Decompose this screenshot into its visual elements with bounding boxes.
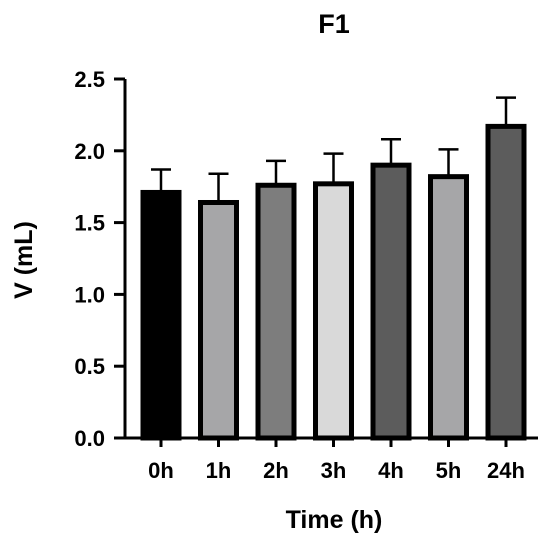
- y-axis-label: V (mL): [10, 221, 38, 299]
- x-axis-label: Time (h): [286, 506, 383, 534]
- y-tick-label-1.5: 1.5: [74, 211, 105, 236]
- x-tick-label-1h: 1h: [206, 458, 232, 483]
- y-tick-label-0.0: 0.0: [74, 426, 105, 451]
- x-tick-label-4h: 4h: [378, 458, 404, 483]
- bar-3h: [313, 181, 354, 441]
- y-tick-label-2.0: 2.0: [74, 139, 105, 164]
- bar-5h: [428, 174, 469, 441]
- chart-title: F1: [318, 9, 350, 39]
- bar-4h: [370, 162, 412, 441]
- y-tick-label-1.0: 1.0: [74, 282, 105, 307]
- plot-area: 0h 1h 2h 3h 4h 5h 24h 0.0 0.5 1.0 1.5 2.0 2.5: [74, 67, 538, 483]
- x-tick-label-3h: 3h: [321, 458, 347, 483]
- bar-24h: [485, 123, 527, 441]
- y-tick-label-2.5: 2.5: [74, 67, 105, 92]
- bar-1h: [198, 199, 239, 441]
- bar-2h: [255, 182, 297, 441]
- x-tick-label-24h: 24h: [487, 458, 525, 483]
- y-tick-label-0.5: 0.5: [74, 354, 105, 379]
- x-tick-label-0h: 0h: [148, 458, 174, 483]
- x-tick-label-2h: 2h: [263, 458, 289, 483]
- x-tick-label-5h: 5h: [436, 458, 462, 483]
- bar-0h: [140, 189, 182, 441]
